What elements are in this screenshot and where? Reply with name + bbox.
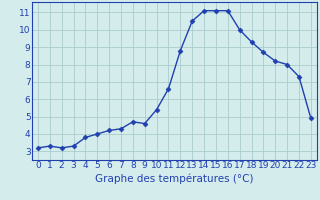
X-axis label: Graphe des températures (°C): Graphe des températures (°C) xyxy=(95,173,254,184)
